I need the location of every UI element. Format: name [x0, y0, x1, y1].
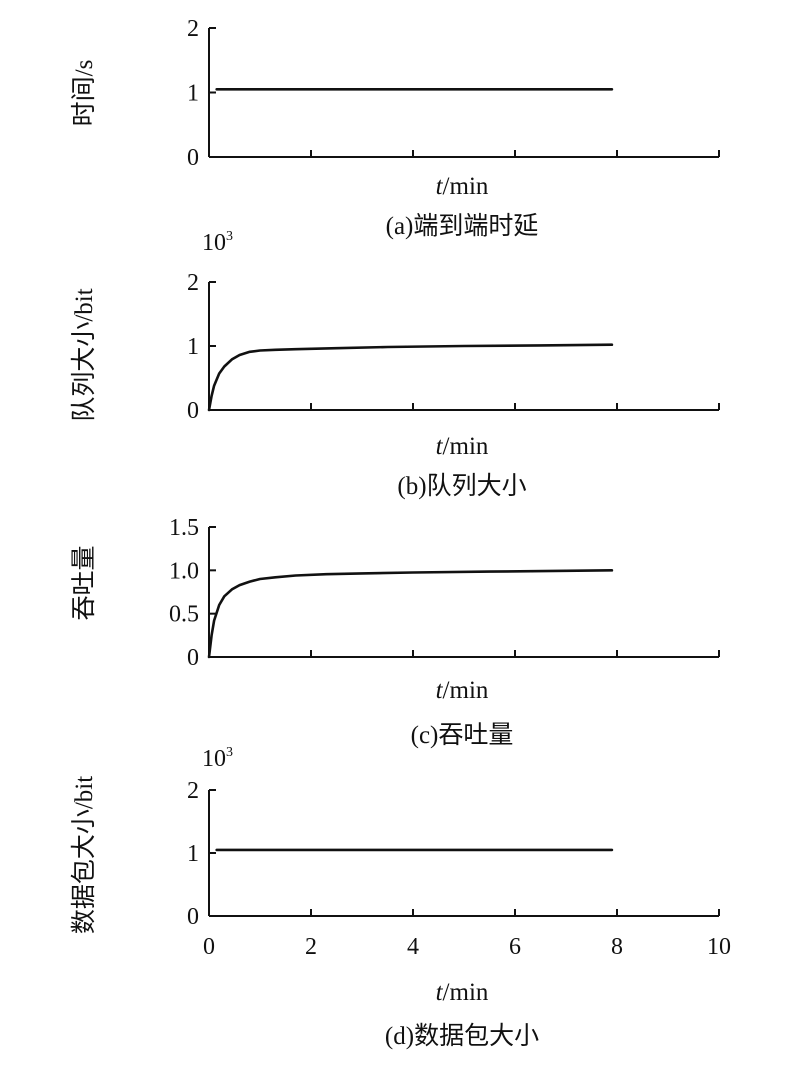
- x-tick-label: 6: [509, 934, 521, 960]
- x-tick-label: 8: [611, 934, 623, 960]
- x-axis-title: t/min: [436, 433, 489, 460]
- panel-caption: (c)吞吐量: [411, 721, 514, 749]
- x-tick-label: 2: [305, 934, 317, 960]
- y-axis-title: 吞吐量: [70, 545, 98, 620]
- panel-caption: (b)队列大小: [397, 472, 526, 500]
- y-tick-label: 0: [187, 145, 199, 171]
- x-axis-title: t/min: [436, 979, 489, 1006]
- y-tick-label: 2: [187, 270, 199, 296]
- y-tick-label: 1.5: [169, 515, 199, 541]
- series-line-b: [207, 343, 614, 412]
- y-axis-title: 时间/s: [70, 60, 98, 127]
- x-tick-label: 0: [203, 934, 215, 960]
- series-line-c: [207, 569, 614, 659]
- y-tick-label: 2: [187, 778, 199, 804]
- chart-panel-a: 0 1 2 时间/s t/min (a)端到端时延: [70, 16, 720, 240]
- chart-panel-b: 0 1 2 队列大小/bit 103 t/min (b)队列大小: [70, 229, 720, 500]
- x-tick-label: 4: [407, 934, 419, 960]
- y-tick-label: 1: [187, 81, 199, 107]
- y-tick-label: 1.0: [169, 558, 199, 584]
- y-tick-label: 1: [187, 334, 199, 360]
- x-tick-label: 10: [707, 934, 731, 960]
- x-axis-title: t/min: [436, 173, 489, 200]
- chart-panel-d: 0 1 2 0 2 4 6 8 10 数据包大小/bit 103 t/min (d)数据包大小: [70, 745, 731, 1050]
- y-tick-label: 0: [187, 645, 199, 671]
- y-multiplier: 103: [202, 745, 233, 772]
- x-axis-title: t/min: [436, 677, 489, 704]
- chart-panel-c: 0 0.5 1.0 1.5 吞吐量 t/min (c)吞吐量: [70, 515, 720, 749]
- y-axis-title: 数据包大小/bit: [70, 776, 98, 934]
- panel-caption: (d)数据包大小: [385, 1022, 539, 1050]
- y-multiplier: 103: [202, 229, 233, 256]
- y-tick-label: 2: [187, 16, 199, 42]
- y-tick-label: 0: [187, 398, 199, 424]
- y-axis-title: 队列大小/bit: [70, 288, 98, 421]
- y-tick-label: 1: [187, 841, 199, 867]
- panel-caption: (a)端到端时延: [386, 212, 539, 240]
- y-tick-label: 0: [187, 904, 199, 930]
- y-tick-label: 0.5: [169, 602, 199, 628]
